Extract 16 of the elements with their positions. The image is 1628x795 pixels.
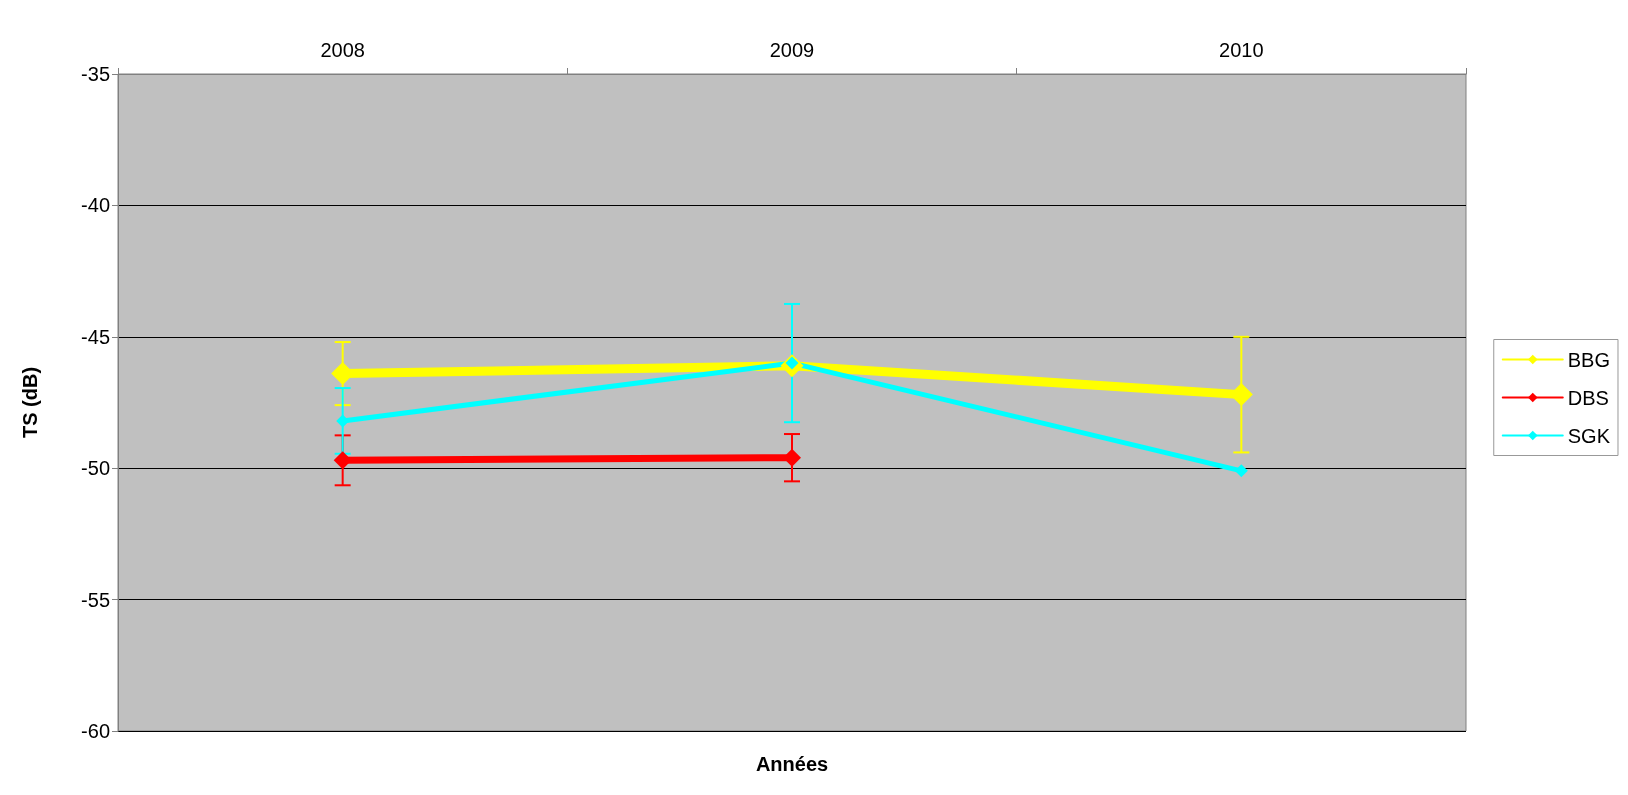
y-tick-label: -40 [81,194,110,217]
y-axis-title: TS (dB) [19,366,41,439]
x-axis-title: Années [755,753,829,775]
x-tick-label: 2010 [1219,39,1264,61]
y-tick-label: -35 [81,63,110,85]
x-tick-label: 2009 [769,39,815,61]
y-tick-label: -45 [81,325,110,348]
legend-label: BBG [1567,348,1611,371]
legend-label: SGK [1567,424,1611,447]
y-tick-label: -55 [81,588,110,611]
y-tick-label: -50 [81,457,110,480]
legend-label: DBS [1567,386,1609,409]
y-tick-label: -60 [81,720,110,742]
point [336,414,350,428]
point [1234,464,1248,478]
x-tick-label: 2008 [320,39,365,61]
